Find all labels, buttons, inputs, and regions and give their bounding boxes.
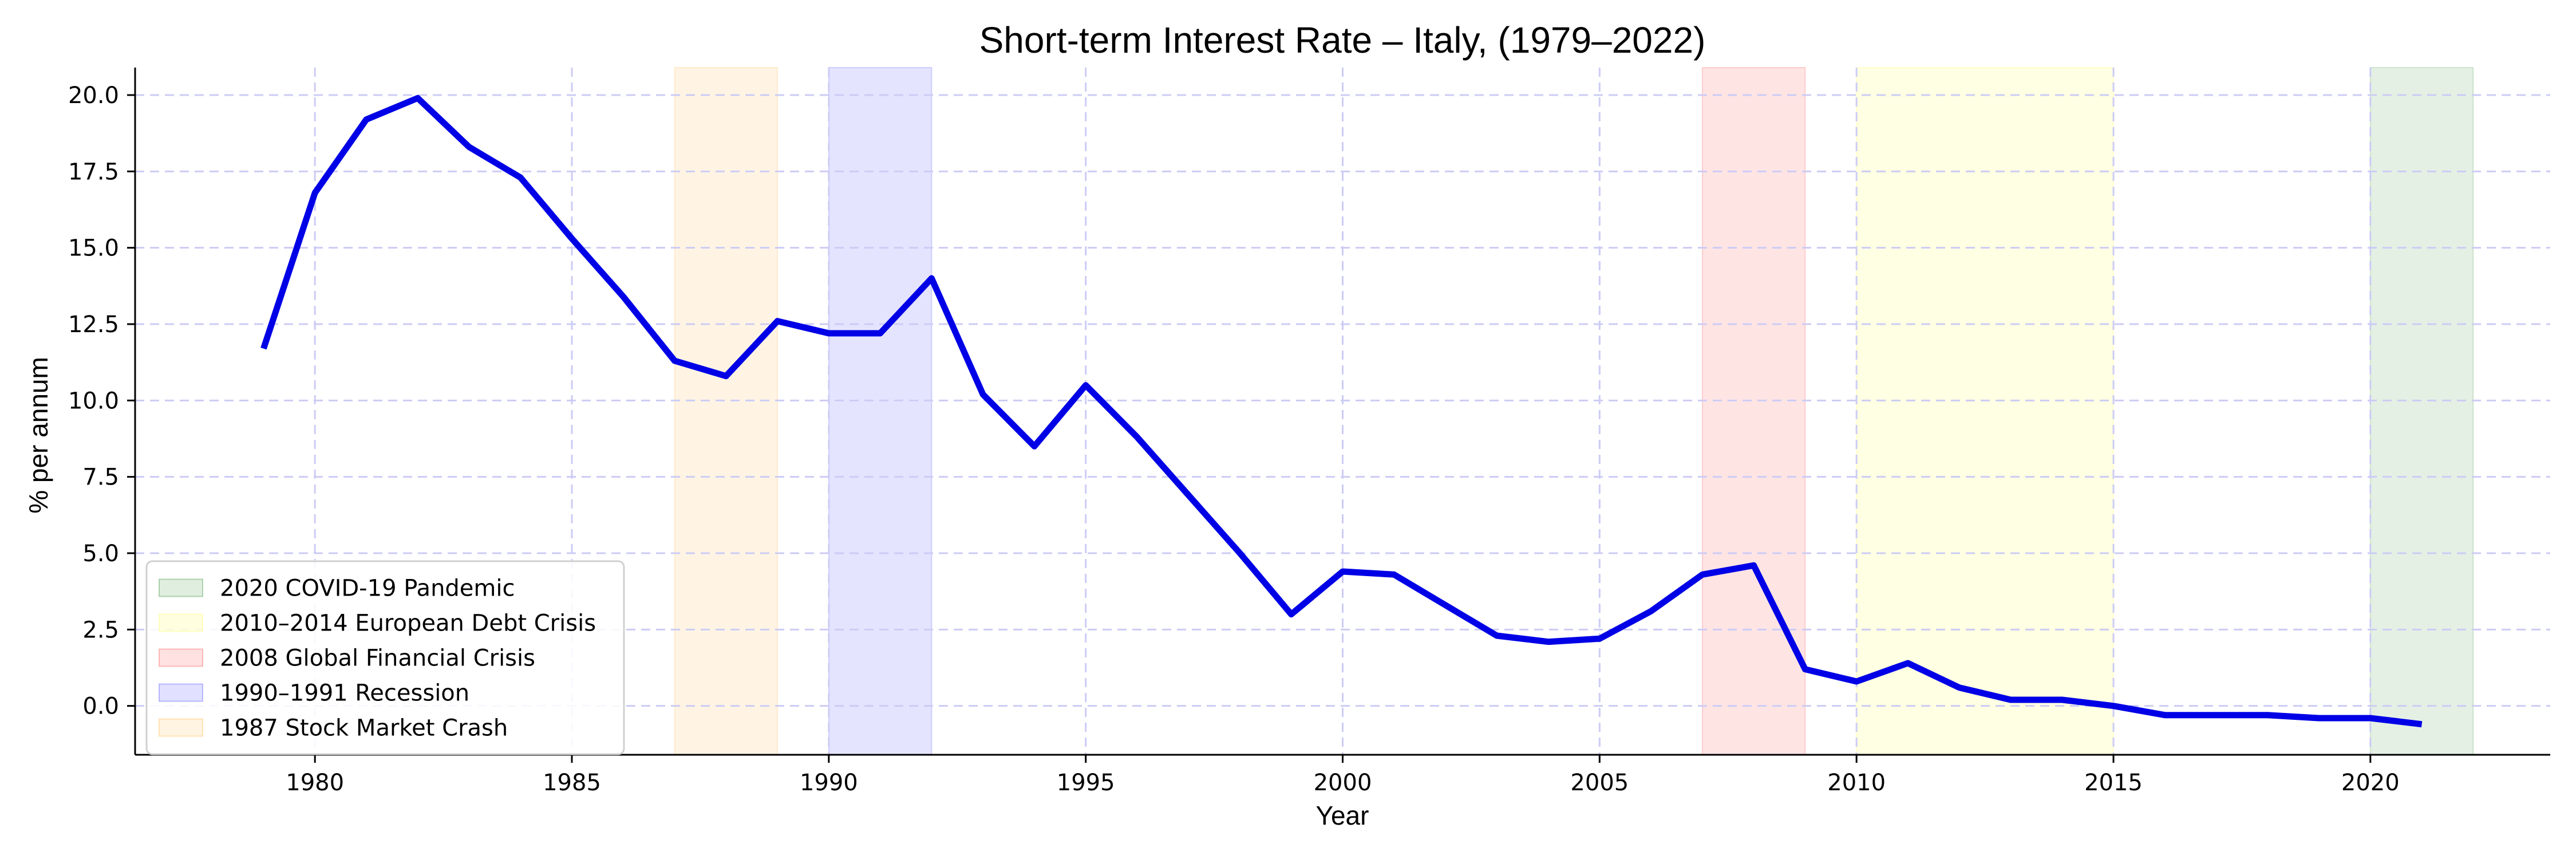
y-tick-label: 5.0 — [82, 541, 119, 567]
chart-title: Short-term Interest Rate – Italy, (1979–… — [979, 19, 1706, 61]
legend-label: 2020 COVID-19 Pandemic — [220, 576, 515, 602]
x-tick-label: 2010 — [1827, 770, 1886, 796]
y-tick-label: 12.5 — [68, 312, 119, 338]
y-tick-label: 2.5 — [82, 617, 119, 643]
y-tick-label: 7.5 — [82, 464, 119, 491]
y-tick-label: 20.0 — [68, 82, 119, 109]
legend-box — [145, 560, 625, 755]
legend-swatch — [159, 718, 203, 737]
series-layer — [260, 94, 2423, 728]
x-tick-label: 2020 — [2341, 770, 2400, 796]
y-tick-label: 15.0 — [68, 235, 119, 262]
legend-label: 2010–2014 European Debt Crisis — [220, 610, 596, 637]
legend-swatch — [159, 613, 203, 632]
shaded-period-1 — [1856, 67, 2114, 755]
y-tick-label: 17.5 — [68, 159, 119, 185]
legend-swatch — [159, 648, 203, 667]
x-tick-label: 2000 — [1314, 770, 1372, 796]
shaded-period-0 — [2369, 67, 2474, 755]
legend-label: 1987 Stock Market Crash — [220, 715, 508, 742]
x-tick-label: 1990 — [800, 770, 858, 796]
legend-swatch — [159, 578, 203, 597]
y-ticks: 0.0 2.5 5.0 7.5 10.0 12.5 15.0 17.5 20.0 — [68, 82, 135, 720]
x-tick-label: 2005 — [1570, 770, 1629, 796]
shaded-period-4 — [674, 67, 779, 755]
legend-swatch — [159, 683, 203, 702]
shaded-period-3 — [828, 67, 933, 755]
legend-label: 2008 Global Financial Crisis — [220, 645, 535, 672]
legend-label: 1990–1991 Recession — [220, 680, 469, 707]
y-tick-label: 10.0 — [68, 388, 119, 414]
x-tick-label: 1985 — [543, 770, 601, 796]
x-tick-label: 1995 — [1057, 770, 1115, 796]
x-tick-label: 1980 — [286, 770, 344, 796]
x-ticks: 1980 1985 1990 1995 2000 2005 2010 2015 2020 — [286, 755, 2400, 796]
shaded-periods — [674, 67, 2474, 755]
series-line-0 — [260, 94, 2423, 728]
x-tick-label: 2015 — [2084, 770, 2143, 796]
x-axis-label: Year — [1316, 801, 1369, 830]
legend: 2020 COVID-19 Pandemic 2010–2014 European… — [145, 560, 625, 755]
y-tick-label: 0.0 — [82, 693, 119, 720]
y-axis-label: % per annum — [23, 357, 53, 514]
